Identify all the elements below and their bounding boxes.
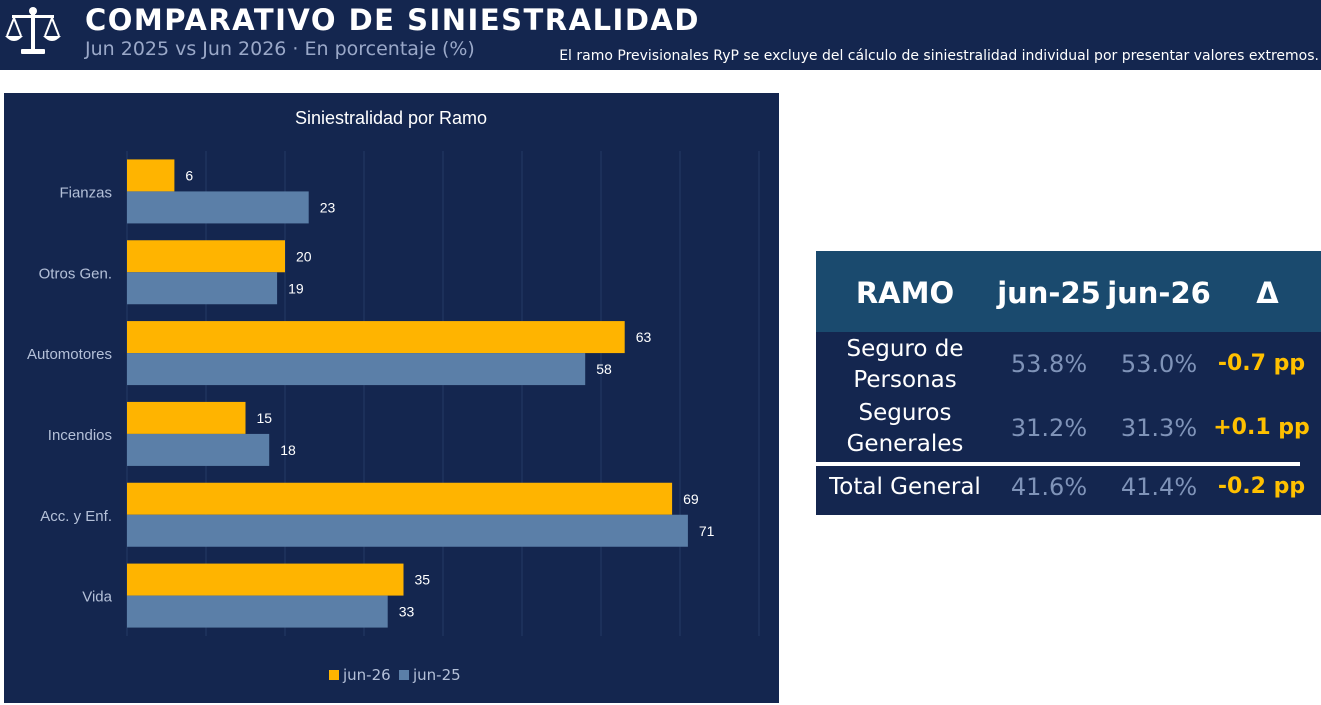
- bar-jun-25: [127, 433, 270, 466]
- exclusion-note: El ramo Previsionales RyP se excluye del…: [559, 48, 1319, 64]
- bar-jun-26: [127, 159, 175, 192]
- row-personas-delta: -0.7 pp: [1217, 351, 1306, 376]
- legend-swatch: [329, 670, 339, 680]
- bar-jun-26: [127, 401, 246, 434]
- data-label: 19: [288, 280, 304, 296]
- legend-swatch: [399, 670, 409, 680]
- row-name-personas: Seguro de Personas: [846, 336, 964, 393]
- header-delta: Δ: [1256, 276, 1279, 310]
- data-label: 69: [683, 491, 699, 507]
- row-personas-jun25: 53.8%: [1010, 350, 1088, 378]
- category-label: Fianzas: [59, 184, 112, 201]
- bar-jun-26: [127, 563, 404, 596]
- data-label: 18: [280, 442, 296, 458]
- siniestralidad-bar-chart: Siniestralidad por Ramo Fianzas 6 23 Otros G…: [27, 108, 760, 684]
- category-label: Automotores: [27, 346, 112, 363]
- row-total-jun26: 41.4%: [1120, 473, 1198, 501]
- bar-jun-26: [127, 240, 285, 273]
- bar-jun-26: [127, 321, 625, 354]
- bar-jun-25: [127, 595, 388, 628]
- category-label: Vida: [82, 589, 112, 606]
- legend-label: jun-26: [342, 666, 391, 684]
- category-label: Otros Gen.: [39, 265, 112, 282]
- data-label: 63: [636, 329, 652, 345]
- data-label: 58: [596, 361, 612, 377]
- row-total-jun25: 41.6%: [1010, 473, 1088, 501]
- data-label: 35: [415, 572, 431, 588]
- bar-jun-26: [127, 482, 673, 515]
- row-name-total: Total General: [829, 474, 981, 500]
- category-label: Incendios: [48, 427, 112, 444]
- data-label: 20: [296, 248, 312, 264]
- table-header: RAMO jun-25 jun-26 Δ: [816, 251, 1321, 332]
- row-total-delta: -0.2 pp: [1217, 474, 1306, 499]
- chart-title: Siniestralidad por Ramo: [295, 108, 487, 128]
- header-jun25: jun-25: [997, 276, 1101, 310]
- bar-jun-25: [127, 514, 688, 547]
- data-label: 33: [399, 604, 415, 620]
- total-separator: [816, 462, 1300, 466]
- bar-jun-25: [127, 353, 586, 386]
- data-label: 15: [257, 410, 273, 426]
- category-label: Acc. y Enf.: [40, 508, 112, 525]
- balance-scale-icon: [5, 7, 61, 54]
- data-label: 6: [185, 167, 193, 183]
- row-generales-jun26: 31.3%: [1120, 414, 1198, 442]
- page-subtitle: Jun 2025 vs Jun 2026 · En porcentaje (%): [85, 38, 475, 60]
- row-personas-jun26: 53.0%: [1120, 350, 1198, 378]
- header-bar: COMPARATIVO DE SINIESTRALIDAD Jun 2025 v…: [0, 0, 1321, 70]
- row-name-generales: Seguros Generales: [846, 400, 964, 457]
- bar-chart-panel: Siniestralidad por Ramo Fianzas 6 23 Otros G…: [4, 93, 779, 703]
- bar-jun-25: [127, 272, 278, 305]
- bar-jun-25: [127, 191, 309, 224]
- legend-label: jun-25: [412, 666, 461, 684]
- comparison-table: RAMO jun-25 jun-26 Δ Seguro de Personas …: [816, 251, 1321, 515]
- data-label: 23: [320, 199, 336, 215]
- row-generales-delta: +0.1 pp: [1213, 415, 1310, 440]
- page-title: COMPARATIVO DE SINIESTRALIDAD: [85, 3, 700, 37]
- header-jun26: jun-26: [1107, 276, 1211, 310]
- data-label: 71: [699, 523, 715, 539]
- row-generales-jun25: 31.2%: [1010, 414, 1088, 442]
- header-ramo: RAMO: [855, 276, 955, 310]
